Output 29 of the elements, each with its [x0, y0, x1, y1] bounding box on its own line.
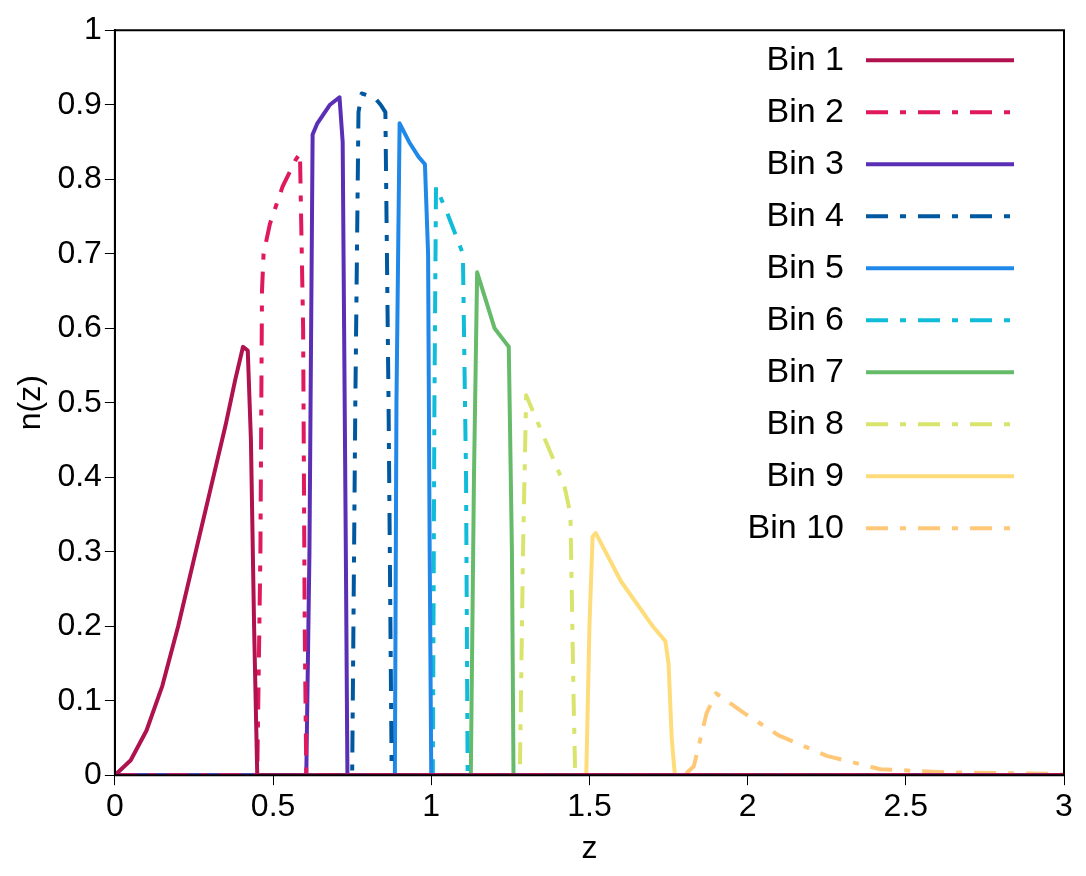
y-tick-label: 0 [84, 755, 102, 792]
legend-label: Bin 9 [766, 454, 844, 493]
y-tick-label: 0.8 [57, 159, 102, 196]
legend-label: Bin 5 [766, 246, 844, 285]
legend-label: Bin 3 [766, 142, 844, 181]
x-tick-label: 2.5 [883, 787, 929, 824]
legend-label: Bin 4 [766, 194, 844, 233]
y-tick-label: 0.9 [57, 84, 102, 121]
y-tick-label: 0.3 [57, 531, 102, 568]
y-tick-label: 1 [84, 10, 102, 47]
y-tick-label: 0.4 [57, 457, 102, 494]
y-tick-label: 0.5 [57, 382, 102, 419]
x-tick-label: 2 [738, 787, 757, 824]
x-tick-label: 1.5 [567, 787, 612, 824]
y-axis-title: n(z) [11, 375, 48, 431]
legend-label: Bin 8 [766, 402, 844, 441]
legend-label: Bin 2 [766, 90, 844, 129]
legend-label: Bin 6 [766, 298, 844, 337]
x-tick-label: 1 [422, 787, 441, 824]
y-tick-label: 0.7 [57, 233, 102, 270]
x-tick-label: 3 [1055, 787, 1073, 824]
legend-label: Bin 1 [766, 38, 844, 77]
legend-label: Bin 7 [766, 350, 844, 389]
x-tick-label: 0.5 [250, 787, 296, 824]
x-axis-title: z [581, 828, 598, 865]
y-tick-label: 0.1 [57, 680, 102, 717]
y-tick-label: 0.6 [57, 308, 102, 345]
y-tick-label: 0.2 [57, 606, 102, 643]
legend-label: Bin 10 [747, 506, 844, 545]
